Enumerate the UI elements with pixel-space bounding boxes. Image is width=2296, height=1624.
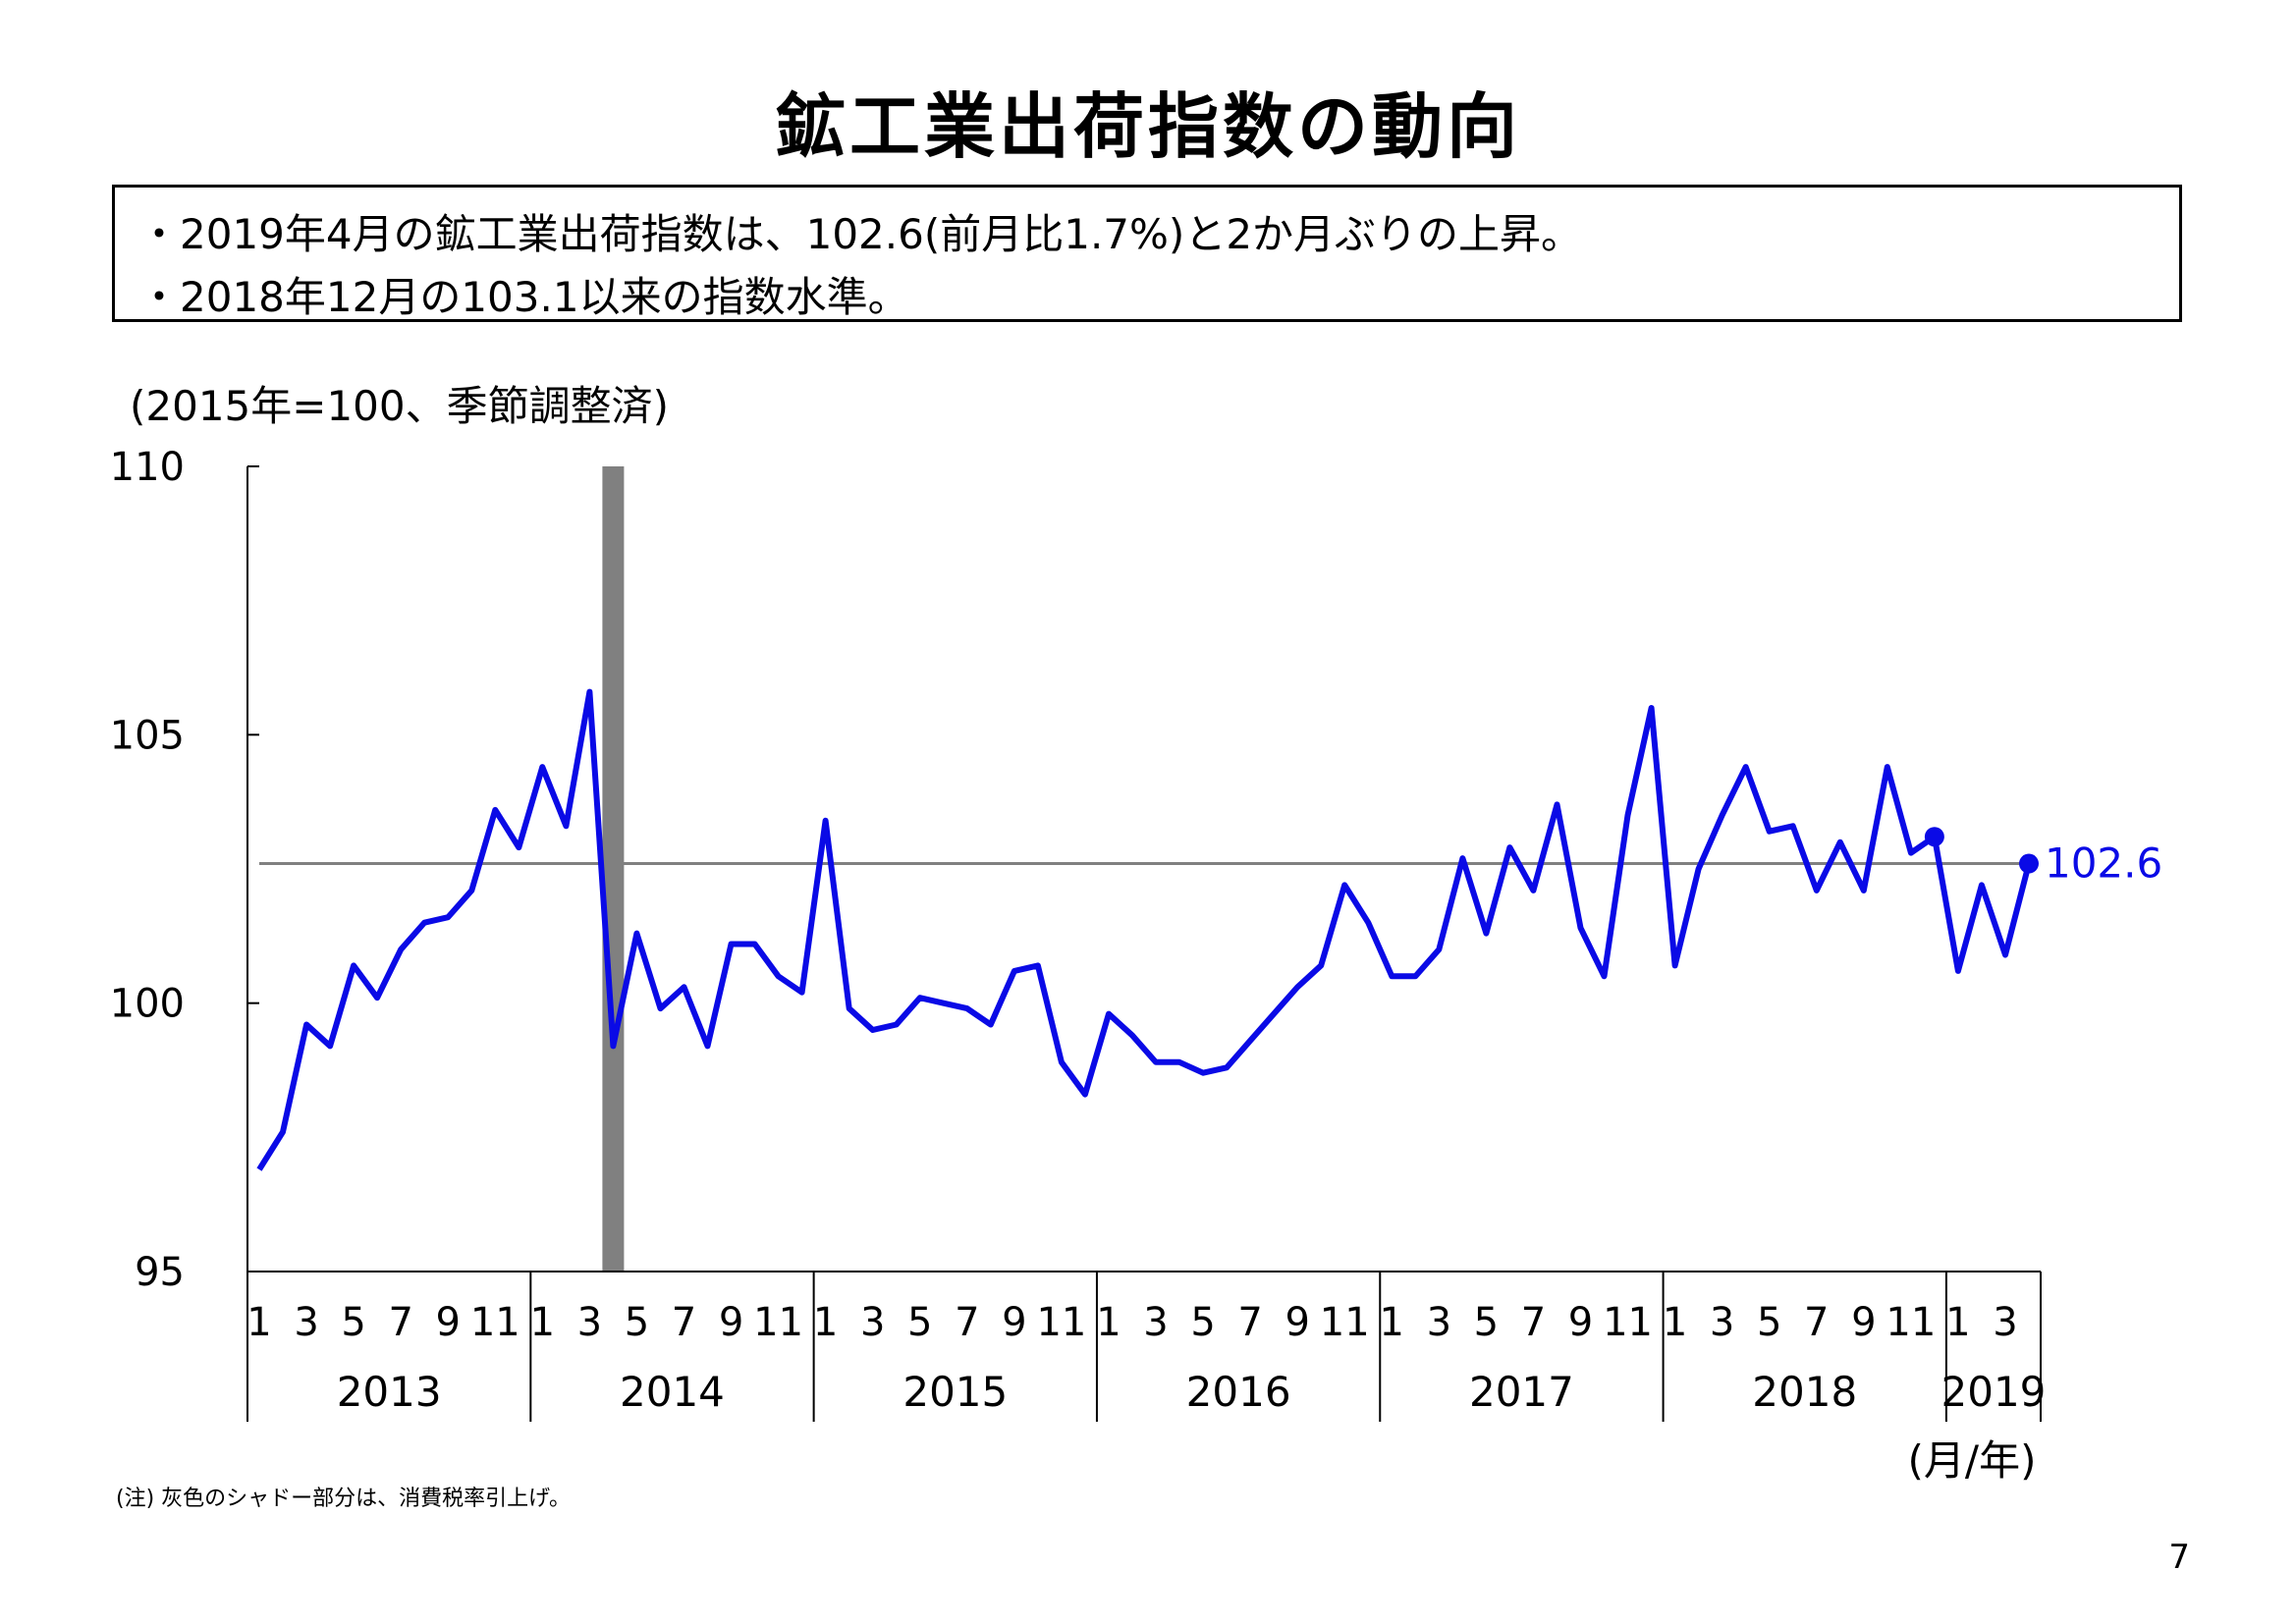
month-tick-label: 3	[1427, 1300, 1451, 1345]
month-tick-label: 11	[753, 1300, 803, 1345]
month-tick-label: 9	[1002, 1300, 1026, 1345]
month-tick-label: 5	[1474, 1300, 1499, 1345]
month-tick-label: 3	[294, 1300, 318, 1345]
y-tick-label: 105	[110, 713, 185, 758]
month-tick-label: 3	[860, 1300, 885, 1345]
month-tick-label: 9	[1851, 1300, 1876, 1345]
month-tick-label: 9	[435, 1300, 460, 1345]
y-tick-label: 110	[110, 445, 185, 490]
unit-note: (2015年=100、季節調整済)	[130, 382, 670, 430]
month-tick-label: 1	[813, 1300, 838, 1345]
month-tick-label: 1	[1096, 1300, 1121, 1345]
year-label: 2016	[1186, 1368, 1291, 1416]
month-tick-label: 5	[907, 1300, 932, 1345]
year-label: 2019	[1941, 1368, 2047, 1416]
summary-box: ・2019年4月の鉱工業出荷指数は、102.6(前月比1.7%)と2か月ぶりの上…	[112, 185, 2182, 322]
month-tick-label: 3	[1143, 1300, 1168, 1345]
month-tick-label: 1	[1380, 1300, 1404, 1345]
month-tick-label: 1	[1663, 1300, 1687, 1345]
highlight-point	[1924, 827, 1944, 847]
month-tick-label: 1	[1945, 1300, 1970, 1345]
month-tick-label: 5	[1190, 1300, 1215, 1345]
month-tick-label: 11	[1036, 1300, 1086, 1345]
year-label: 2014	[620, 1368, 725, 1416]
year-label: 2013	[337, 1368, 442, 1416]
summary-line-2: ・2018年12月の103.1以来の指数水準。	[138, 273, 909, 321]
month-tick-label: 7	[1804, 1300, 1829, 1345]
month-tick-label: 7	[955, 1300, 979, 1345]
year-label: 2018	[1752, 1368, 1857, 1416]
month-tick-label: 1	[530, 1300, 555, 1345]
month-tick-label: 5	[625, 1300, 649, 1345]
month-tick-label: 11	[1603, 1300, 1653, 1345]
month-tick-label: 9	[1568, 1300, 1593, 1345]
month-tick-label: 7	[388, 1300, 412, 1345]
month-tick-label: 5	[1757, 1300, 1781, 1345]
highlight-point	[2018, 853, 2039, 874]
page-title: 鉱工業出荷指数の動向	[774, 85, 1521, 168]
month-tick-label: 9	[719, 1300, 743, 1345]
series-line	[256, 688, 2032, 1171]
value-annotation: 102.6	[2045, 839, 2162, 888]
month-tick-label: 11	[470, 1300, 520, 1345]
page-number: 7	[2168, 1538, 2190, 1577]
month-tick-label: 3	[1710, 1300, 1734, 1345]
month-tick-label: 11	[1320, 1300, 1370, 1345]
month-tick-label: 11	[1886, 1300, 1936, 1345]
month-tick-label: 5	[341, 1300, 365, 1345]
month-tick-label: 7	[1521, 1300, 1546, 1345]
month-tick-label: 3	[1993, 1300, 2017, 1345]
x-axis-label: (月/年)	[1908, 1436, 2037, 1485]
footnote: (注) 灰色のシャドー部分は、消費税率引上げ。	[116, 1487, 572, 1511]
month-tick-label: 3	[577, 1300, 602, 1345]
month-tick-label: 9	[1285, 1300, 1309, 1345]
y-tick-label: 95	[135, 1250, 185, 1295]
month-tick-label: 7	[672, 1300, 696, 1345]
month-tick-label: 7	[1237, 1300, 1262, 1345]
summary-line-1: ・2019年4月の鉱工業出荷指数は、102.6(前月比1.7%)と2か月ぶりの上…	[138, 210, 1583, 258]
year-label: 2017	[1469, 1368, 1574, 1416]
year-label: 2015	[902, 1368, 1008, 1416]
shaded-period-bar	[602, 466, 625, 1272]
month-tick-label: 1	[246, 1300, 271, 1345]
y-tick-label: 100	[110, 982, 185, 1027]
